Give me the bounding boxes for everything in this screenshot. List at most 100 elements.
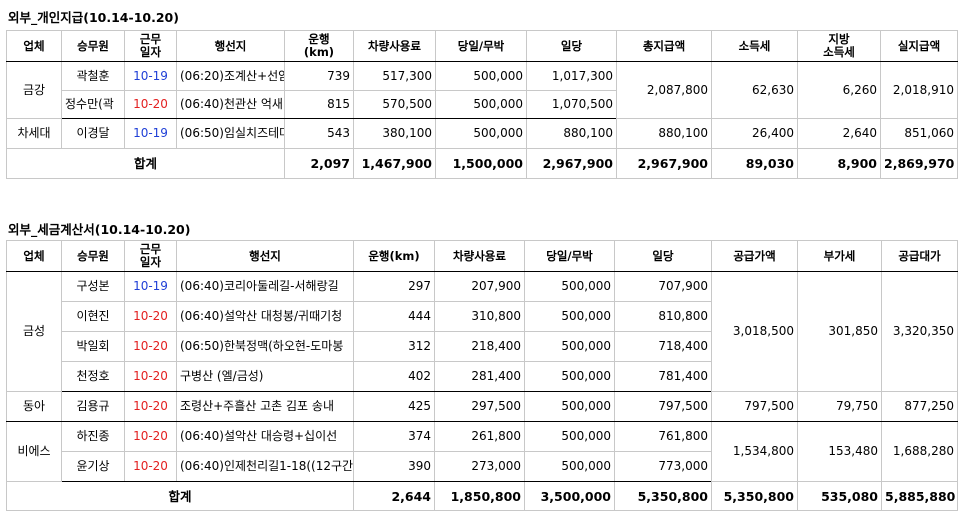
table-row: 정수만(곽 10-20 (06:40)천관산 억새 815 570,500 50… [7,90,958,119]
date-cell: 10-20 [124,90,177,119]
driver-cell: 곽철훈 [61,61,125,91]
local-tax-cell: 2,640 [797,118,881,149]
company-cell: 동아 [6,391,62,422]
driver-cell: 이현진 [61,301,125,332]
daily-cell: 500,000 [524,271,615,302]
vehicle-cell: 218,400 [434,331,525,362]
driver-cell: 구성본 [61,271,125,302]
route-cell: (06:20)조계산+선암 [176,61,285,91]
perdiem-cell: 707,900 [614,271,712,302]
perdiem-cell: 810,800 [614,301,712,332]
supply-cell: 1,534,800 [711,421,798,482]
total-income-tax: 89,030 [711,148,798,179]
section1-table: 업체 승무원 근무 일자 행선지 운행 (km) 차량사용료 당일/무박 일당 총지… [6,30,958,179]
date-cell: 10-20 [124,451,177,482]
table-row: 박일회 10-20 (06:50)한북정맥(하오현-도마봉 312 218,40… [7,331,958,362]
driver-cell: 이경달 [61,118,125,149]
total-net-pay: 2,869,970 [880,148,958,179]
date-cell: 10-20 [124,301,177,332]
total-row: 합계 2,097 1,467,900 1,500,000 2,967,900 2… [6,148,958,179]
perdiem-cell: 797,500 [614,391,712,422]
table-row: 윤기상 10-20 (06:40)인제천리길1-18((12구간 390 273… [7,451,958,482]
col-local-tax: 지방 소득세 [797,30,881,62]
date-cell: 10-19 [124,271,177,302]
daily-cell: 500,000 [524,391,615,422]
section1-title: 외부_개인지급(10.14-10.20) [8,10,179,25]
km-cell: 543 [284,118,354,149]
total-daily: 3,500,000 [524,481,615,511]
km-cell: 402 [353,361,435,392]
section2-header-row: 업체 승무원 근무 일자 행선지 운행(km) 차량사용료 당일/무박 일당 공급… [6,240,958,272]
col-driver: 승무원 [61,240,125,272]
supply-cell: 3,018,500 [711,271,798,392]
section2-table: 업체 승무원 근무 일자 행선지 운행(km) 차량사용료 당일/무박 일당 공급… [6,240,958,511]
company-cell: 금성 [6,271,62,392]
perdiem-cell: 773,000 [614,451,712,482]
col-vehicle-fee: 차량사용료 [353,30,436,62]
vehicle-cell: 517,300 [353,61,436,91]
driver-cell: 천정호 [61,361,125,392]
date-cell: 10-20 [124,361,177,392]
supply-total-cell: 1,688,280 [881,421,958,482]
km-cell: 444 [353,301,435,332]
km-cell: 374 [353,421,435,452]
section2-title: 외부_세금계산서(10.14-10.20) [8,222,191,237]
col-driver: 승무원 [61,30,125,62]
vehicle-cell: 207,900 [434,271,525,302]
table-row: 금성 구성본 10-19 (06:40)코리아둘레길-서해랑길 297 207,… [6,271,958,392]
col-route: 행선지 [176,30,285,62]
route-cell: (06:40)코리아둘레길-서해랑길 [176,271,354,302]
perdiem-cell: 880,100 [526,118,617,149]
total-km: 2,097 [284,148,354,179]
date-cell: 10-20 [124,331,177,362]
company-cell: 차세대 [6,118,62,149]
daily-cell: 500,000 [435,90,527,119]
col-date: 근무 일자 [124,240,177,272]
income-tax-cell: 62,630 [711,61,798,119]
income-tax-cell: 26,400 [711,118,798,149]
col-net-pay: 실지급액 [880,30,958,62]
table-row: 비에스 하진종 10-20 (06:40)설악산 대승령+십이선 374 261… [6,421,958,482]
total-label: 합계 [6,148,285,179]
km-cell: 390 [353,451,435,482]
date-cell: 10-19 [124,61,177,91]
daily-cell: 500,000 [524,451,615,482]
route-cell: (06:40)설악산 대승령+십이선 [176,421,354,452]
vat-cell: 79,750 [797,391,882,422]
perdiem-cell: 781,400 [614,361,712,392]
date-cell: 10-20 [124,421,177,452]
driver-cell: 김용규 [61,391,125,422]
net-pay-cell: 2,018,910 [880,61,958,119]
table-row: 금강 곽철훈 10-19 (06:20)조계산+선암 739 517,300 5… [6,61,958,119]
total-local-tax: 8,900 [797,148,881,179]
supply-cell: 797,500 [711,391,798,422]
total-label: 합계 [6,481,354,511]
total-vehicle: 1,467,900 [353,148,436,179]
total-perdiem: 5,350,800 [614,481,712,511]
table-row: 차세대 이경달 10-19 (06:50)임실치즈테마 543 380,100 … [6,118,958,149]
total-supply: 5,350,800 [711,481,798,511]
total-pay-cell: 2,087,800 [616,61,712,119]
km-cell: 425 [353,391,435,422]
driver-cell: 윤기상 [61,451,125,482]
vat-cell: 153,480 [797,421,882,482]
km-cell: 739 [284,61,354,91]
vehicle-cell: 380,100 [353,118,436,149]
route-cell: (06:40)설악산 대청봉/귀때기청 [176,301,354,332]
daily-cell: 500,000 [524,331,615,362]
total-vat: 535,080 [797,481,882,511]
total-vehicle: 1,850,800 [434,481,525,511]
route-cell: (06:50)한북정맥(하오현-도마봉 [176,331,354,362]
perdiem-cell: 761,800 [614,421,712,452]
km-cell: 312 [353,331,435,362]
total-perdiem: 2,967,900 [526,148,617,179]
table-row: 천정호 10-20 구병산 (엘/금성) 402 281,400 500,000… [7,361,958,392]
vehicle-cell: 261,800 [434,421,525,452]
route-cell: (06:40)천관산 억새 [176,90,285,119]
daily-cell: 500,000 [524,421,615,452]
col-income-tax: 소득세 [711,30,798,62]
company-cell: 금강 [6,61,62,119]
perdiem-cell: 1,017,300 [526,61,617,91]
daily-cell: 500,000 [524,301,615,332]
col-supply-total: 공급대가 [881,240,958,272]
